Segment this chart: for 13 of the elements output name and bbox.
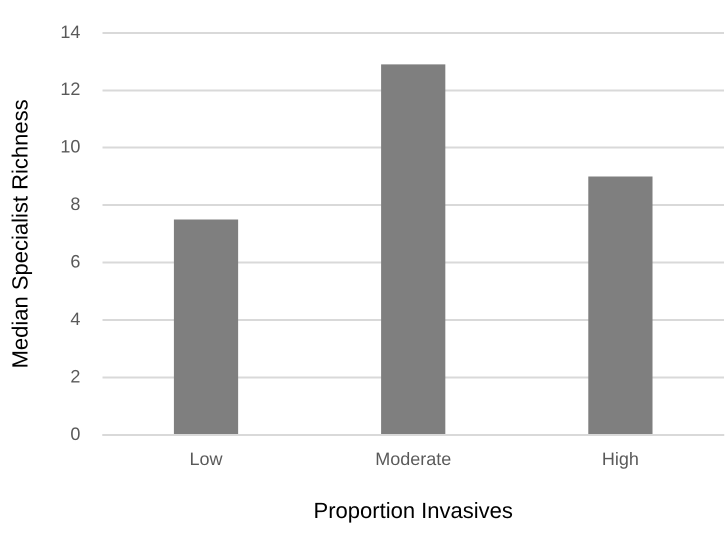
x-tick-label: Moderate: [375, 448, 452, 469]
x-tick-label: Low: [190, 448, 224, 469]
y-tick-label: 2: [70, 366, 80, 387]
x-axis-title: Proportion Invasives: [314, 498, 513, 523]
y-tick-label: 8: [70, 194, 80, 214]
y-tick-label: 6: [70, 252, 80, 272]
y-tick-label: 12: [60, 79, 80, 100]
x-tick-label: High: [602, 448, 639, 469]
y-tick-label: 10: [60, 136, 80, 157]
y-tick-label: 14: [60, 22, 80, 42]
y-tick-label: 4: [70, 309, 80, 330]
y-tick-label: 0: [70, 424, 80, 444]
y-axis-title: Median Specialist Richness: [7, 99, 32, 368]
